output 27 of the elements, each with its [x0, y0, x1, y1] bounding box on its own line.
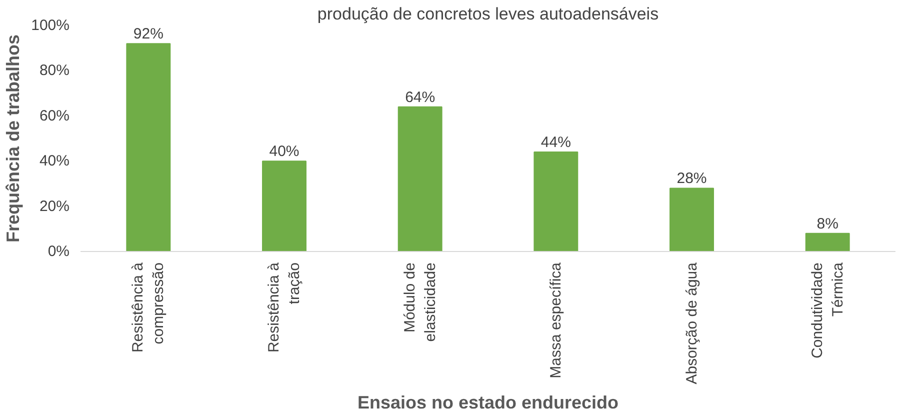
chart-title: produção de concretos leves autoadensáveis [317, 4, 659, 24]
bar [805, 232, 850, 252]
y-tick-label: 80% [39, 62, 70, 80]
bar [534, 152, 578, 252]
x-tick-label: Resistência à compressão [130, 262, 168, 353]
x-axis-title: Ensaios no estado endurecido [357, 392, 619, 412]
x-tick-label: Condutividade Térmica [808, 262, 846, 358]
x-tick-label: Módulo de elasticidade [401, 262, 439, 342]
data-label: 40% [269, 143, 300, 160]
x-tick-label: Absorção de água [683, 262, 700, 384]
data-label: 92% [133, 26, 164, 43]
data-label: 28% [676, 170, 707, 188]
y-tick-label: 0% [48, 243, 70, 260]
x-tick-label: Massa específica [547, 262, 564, 378]
y-tick-label: 100% [31, 17, 70, 34]
y-tick-label: 20% [39, 198, 70, 215]
y-tick-label: 40% [39, 152, 70, 170]
x-tick-label: Resistência à tração [266, 262, 303, 353]
bar [398, 106, 442, 252]
data-label: 8% [816, 215, 838, 232]
bar [670, 188, 714, 252]
y-tick-label: 60% [39, 107, 70, 124]
data-label: 64% [405, 88, 436, 106]
y-axis-title: Frequência de trabalhos [3, 34, 24, 243]
bar [262, 160, 306, 252]
data-label: 44% [540, 134, 571, 152]
bar [126, 43, 171, 252]
